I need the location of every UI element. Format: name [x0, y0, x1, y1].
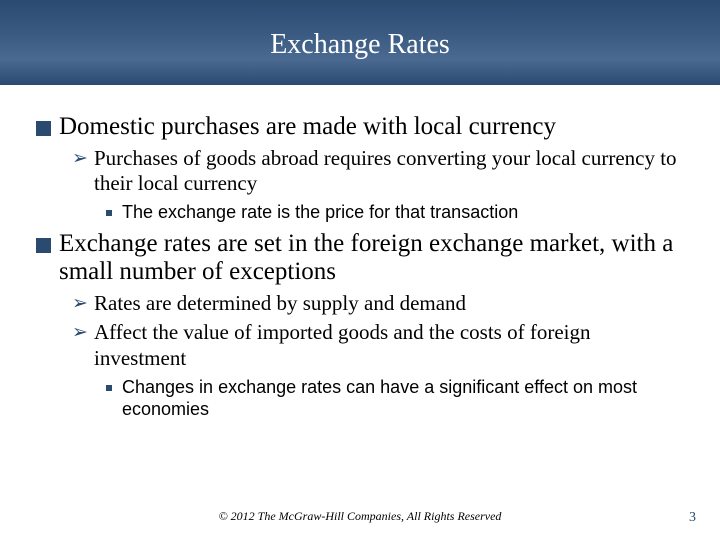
slide-content: Domestic purchases are made with local c… — [0, 85, 720, 437]
title-banner: Exchange Rates — [0, 0, 720, 85]
small-square-bullet-icon — [106, 385, 112, 391]
arrow-bullet-icon: ➢ — [72, 292, 88, 315]
bullet-text: Affect the value of imported goods and t… — [94, 320, 684, 370]
bullet-level2: ➢ Affect the value of imported goods and… — [72, 320, 684, 370]
square-bullet-icon — [36, 121, 51, 136]
copyright-footer: © 2012 The McGraw-Hill Companies, All Ri… — [0, 509, 720, 524]
bullet-text: The exchange rate is the price for that … — [122, 201, 518, 224]
bullet-row: The exchange rate is the price for that … — [106, 201, 684, 224]
square-bullet-icon — [36, 238, 51, 253]
arrow-bullet-icon: ➢ — [72, 321, 88, 344]
page-number: 3 — [689, 510, 696, 526]
bullet-level1: Exchange rates are set in the foreign ex… — [36, 230, 684, 288]
bullet-text: Changes in exchange rates can have a sig… — [122, 376, 684, 421]
bullet-row: Changes in exchange rates can have a sig… — [106, 376, 684, 421]
bullet-text: Rates are determined by supply and deman… — [94, 291, 466, 316]
arrow-bullet-icon: ➢ — [72, 147, 88, 170]
bullet-row: Exchange rates are set in the foreign ex… — [36, 230, 684, 288]
bullet-level1: Domestic purchases are made with local c… — [36, 113, 684, 142]
bullet-level3: The exchange rate is the price for that … — [106, 201, 684, 224]
bullet-row: Domestic purchases are made with local c… — [36, 113, 684, 142]
bullet-level3: Changes in exchange rates can have a sig… — [106, 376, 684, 421]
bullet-level2: ➢ Rates are determined by supply and dem… — [72, 291, 684, 316]
slide-title: Exchange Rates — [270, 29, 450, 61]
bullet-text: Domestic purchases are made with local c… — [59, 113, 556, 142]
bullet-text: Exchange rates are set in the foreign ex… — [59, 230, 684, 288]
small-square-bullet-icon — [106, 210, 112, 216]
bullet-row: ➢ Affect the value of imported goods and… — [72, 320, 684, 370]
bullet-level2: ➢ Purchases of goods abroad requires con… — [72, 146, 684, 196]
bullet-row: ➢ Rates are determined by supply and dem… — [72, 291, 684, 316]
bullet-text: Purchases of goods abroad requires conve… — [94, 146, 684, 196]
bullet-row: ➢ Purchases of goods abroad requires con… — [72, 146, 684, 196]
